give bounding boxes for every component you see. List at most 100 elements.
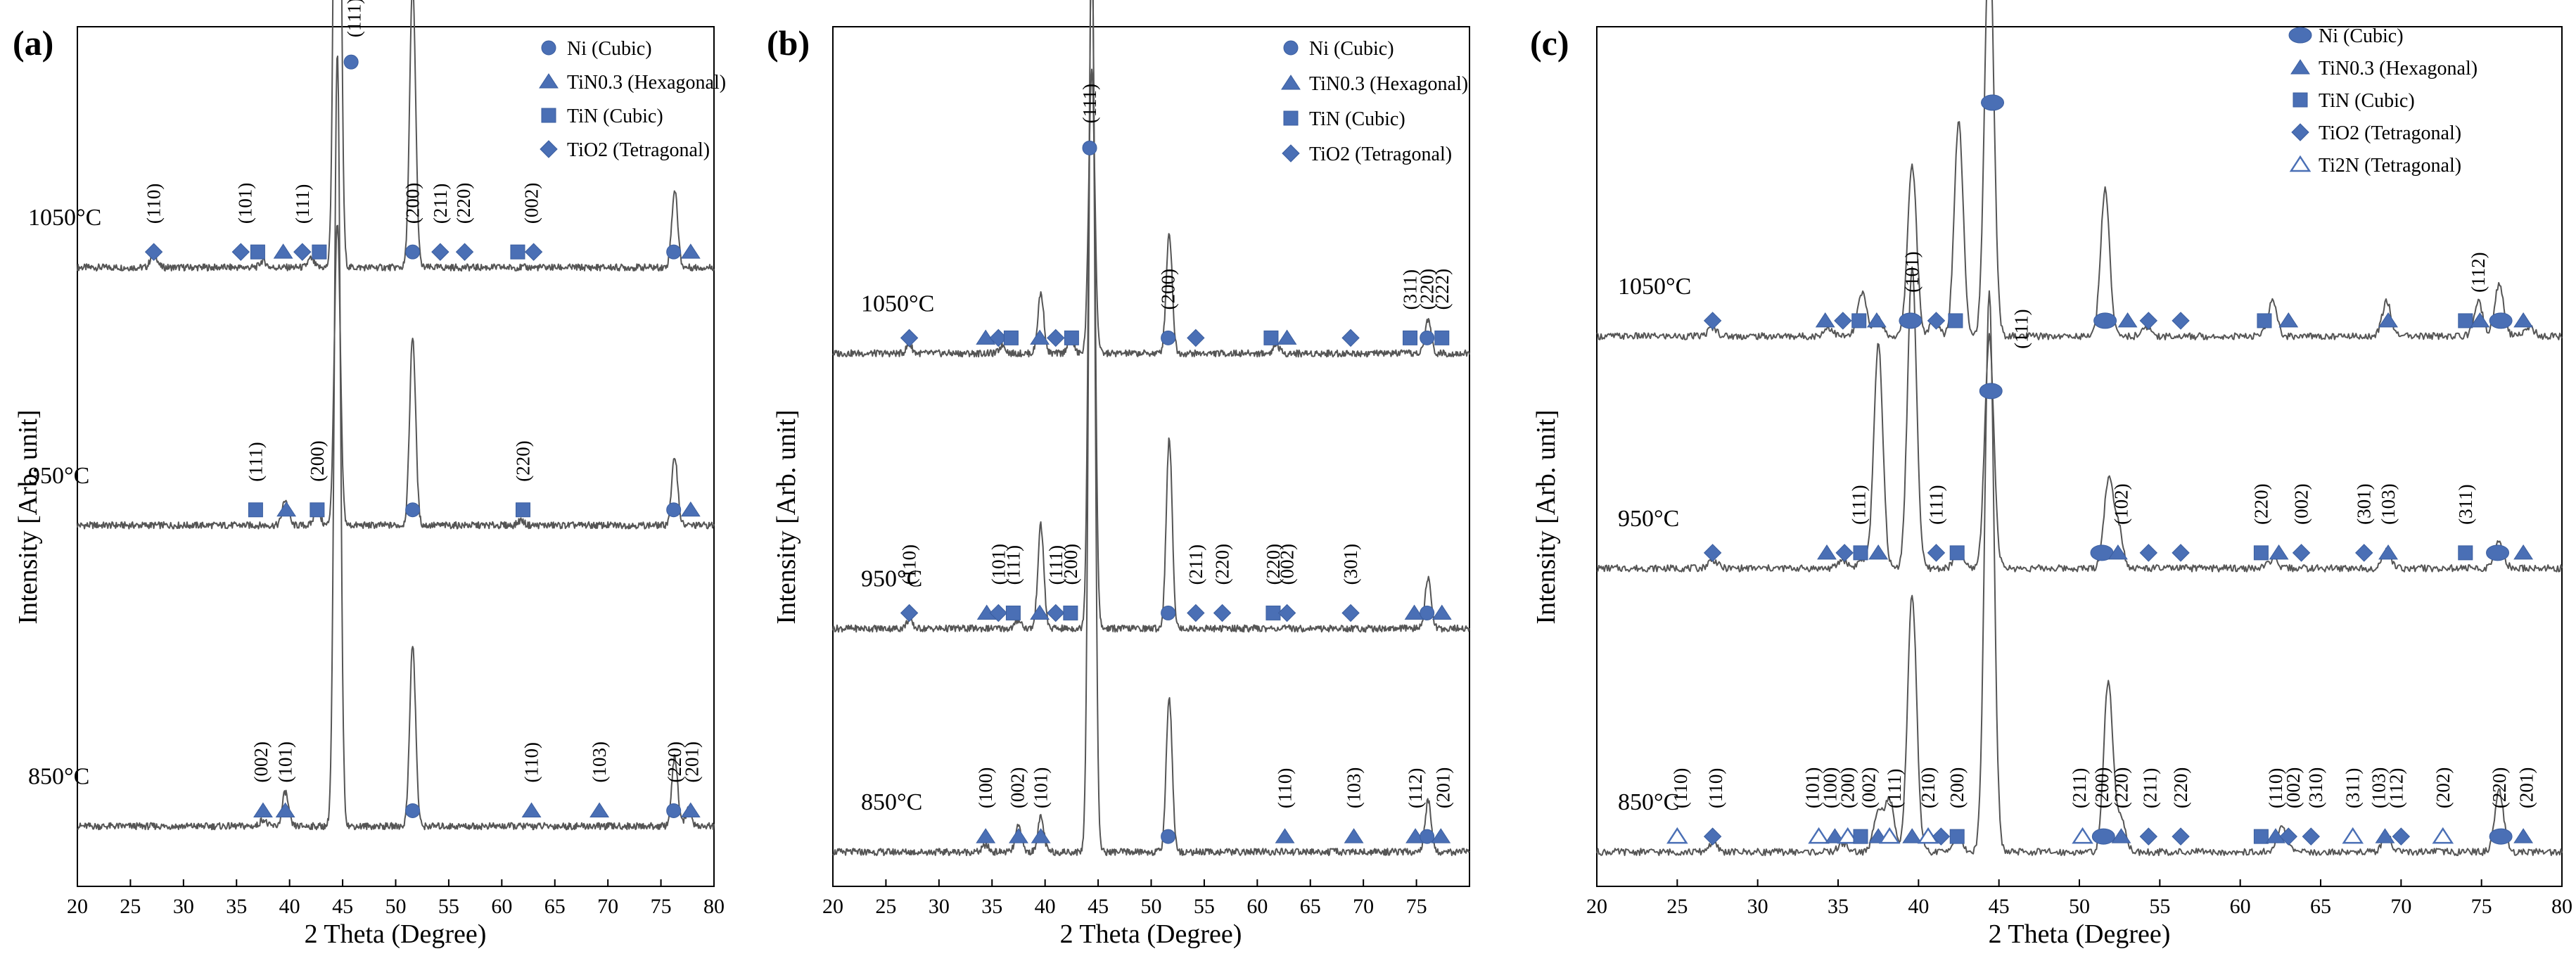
- phase-marker-triangle: [2378, 544, 2398, 560]
- x-tick-label: 80: [703, 895, 725, 918]
- phase-marker-diamond: [1187, 329, 1205, 348]
- xrd-trace-2: [832, 0, 1470, 856]
- x-tick-label: 40: [279, 895, 300, 918]
- peak-index-label: (103): [1344, 767, 1365, 808]
- temperature-label: 950°C: [28, 463, 89, 489]
- peak-index-label: (200): [2091, 767, 2112, 808]
- panel-c-legend: Ni (Cubic) TiN0.3 (Hexagonal) TiN (Cubic) T…: [2288, 25, 2478, 177]
- legend-icon-triangle: [1281, 75, 1301, 90]
- phase-marker-circle: [1161, 829, 1176, 844]
- panel-c-traces: [1596, 0, 2563, 856]
- peak-index-label: (220): [2170, 767, 2191, 808]
- phase-marker-diamond: [1277, 604, 1296, 623]
- phase-marker-circle: [1420, 330, 1435, 345]
- phase-marker-square: [1434, 330, 1450, 345]
- phase-marker-triangle: [521, 802, 542, 817]
- peak-index-label: (101): [1802, 767, 1823, 808]
- peak-index-label: (110): [521, 742, 542, 782]
- x-tick-label: 70: [597, 895, 618, 918]
- peak-index-label: (202): [2432, 767, 2454, 808]
- phase-marker-circle: [666, 244, 682, 260]
- phase-marker-diamond: [2172, 544, 2190, 562]
- phase-marker-diamond: [2172, 827, 2190, 846]
- peak-index-label: (103): [2378, 483, 2399, 524]
- phase-marker-square: [2458, 545, 2473, 561]
- panel-a-temperatures: 1050°C 950°C 850°C: [28, 205, 101, 789]
- x-tick-label: 30: [1747, 895, 1768, 918]
- panel-b-markers: [900, 140, 1452, 844]
- peak-index-label: (002): [1007, 767, 1028, 808]
- phase-marker-diamond: [293, 243, 312, 261]
- peak-index-label: (111): [344, 0, 365, 37]
- phase-marker-diamond: [1927, 544, 1946, 562]
- phase-marker-square: [312, 244, 327, 260]
- legend-label: Ti2N (Tetragonal): [2319, 155, 2461, 177]
- phase-marker-circle: [343, 54, 359, 70]
- peak-index-label: (110): [899, 544, 920, 585]
- phase-marker-triangle: [1277, 329, 1297, 345]
- phase-marker-diamond: [1835, 544, 1854, 562]
- peak-index-label: (201): [1432, 767, 1453, 808]
- phase-marker-triangle-hollow: [1808, 827, 1830, 844]
- x-tick-label: 30: [173, 895, 194, 918]
- temperature-label: 850°C: [28, 763, 89, 789]
- peak-index-label: (200): [402, 183, 423, 224]
- peak-index-label: (002): [521, 183, 542, 224]
- peak-index-label: (112): [2385, 768, 2406, 808]
- panel-a-markers: [144, 54, 701, 818]
- phase-marker-diamond: [1187, 604, 1205, 623]
- phase-marker-triangle-hollow: [2342, 827, 2364, 844]
- peak-index-label: (101): [1901, 251, 1923, 292]
- phase-marker-circle: [666, 502, 682, 518]
- phase-marker-square: [2253, 829, 2269, 844]
- phase-marker-triangle: [1431, 828, 1451, 843]
- phase-marker-diamond: [989, 604, 1008, 623]
- peak-index-label: (220): [453, 183, 474, 224]
- panel-c: (c) Intensity [Arb. unit] 20 25 30 35 40 45 50…: [1530, 0, 2572, 949]
- phase-marker-triangle: [1009, 828, 1028, 843]
- peak-index-label: (100): [1820, 767, 1841, 808]
- phase-marker-triangle: [273, 243, 293, 259]
- peak-index-label: (111): [1884, 769, 1905, 808]
- phase-marker-square: [310, 502, 325, 518]
- phase-marker-diamond: [1213, 604, 1232, 623]
- legend-label: TiO2 (Tetragonal): [567, 139, 710, 161]
- peak-index-label: (220): [1212, 544, 1233, 585]
- phase-marker-ellipse: [2489, 828, 2513, 845]
- phase-marker-diamond: [1932, 827, 1951, 846]
- legend-label: TiN0.3 (Hexagonal): [1309, 73, 1468, 95]
- phase-marker-triangle-hollow: [2432, 827, 2454, 844]
- legend-icon-square: [2293, 92, 2308, 108]
- phase-marker-diamond: [900, 329, 919, 348]
- x-tick-label: 50: [1141, 895, 1162, 918]
- phase-marker-triangle: [253, 802, 273, 817]
- phase-marker-triangle: [1902, 828, 1923, 843]
- x-tick-label: 55: [438, 895, 459, 918]
- phase-marker-square: [1949, 829, 1965, 844]
- legend-icon-ellipse: [2288, 27, 2312, 44]
- peak-index-label: (103): [2368, 767, 2389, 808]
- panel-a-ticks: 20 25 30 35 40 45 50 55 60 65 70 75 80: [67, 879, 725, 918]
- panel-b: (b) Intensity [Arb. unit] 20 25 30 35 40 45 50…: [767, 0, 1470, 949]
- phase-marker-diamond: [2172, 312, 2190, 330]
- panel-a-traces: [77, 0, 715, 831]
- phase-marker-square: [250, 244, 265, 260]
- x-tick-label: 30: [929, 895, 950, 918]
- x-tick-label: 35: [226, 895, 247, 918]
- peak-index-label: (110): [144, 184, 165, 224]
- phase-marker-triangle: [1344, 828, 1364, 843]
- phase-marker-triangle: [2111, 828, 2131, 843]
- legend-icon-diamond: [540, 140, 558, 158]
- peak-index-label: (310): [2305, 767, 2326, 808]
- x-tick-label: 75: [2471, 895, 2492, 918]
- peak-index-label: (211): [2140, 768, 2161, 808]
- phase-marker-triangle: [1815, 312, 1835, 328]
- phase-marker-triangle: [2378, 312, 2398, 328]
- panel-b-label: (b): [767, 23, 810, 63]
- xrd-trace-1: [832, 0, 1470, 633]
- temperature-label: 950°C: [861, 566, 922, 592]
- legend-icon-triangle: [539, 73, 559, 89]
- temperature-label: 1050°C: [28, 205, 101, 231]
- phase-marker-triangle: [589, 802, 610, 817]
- phase-marker-square: [1853, 829, 1868, 844]
